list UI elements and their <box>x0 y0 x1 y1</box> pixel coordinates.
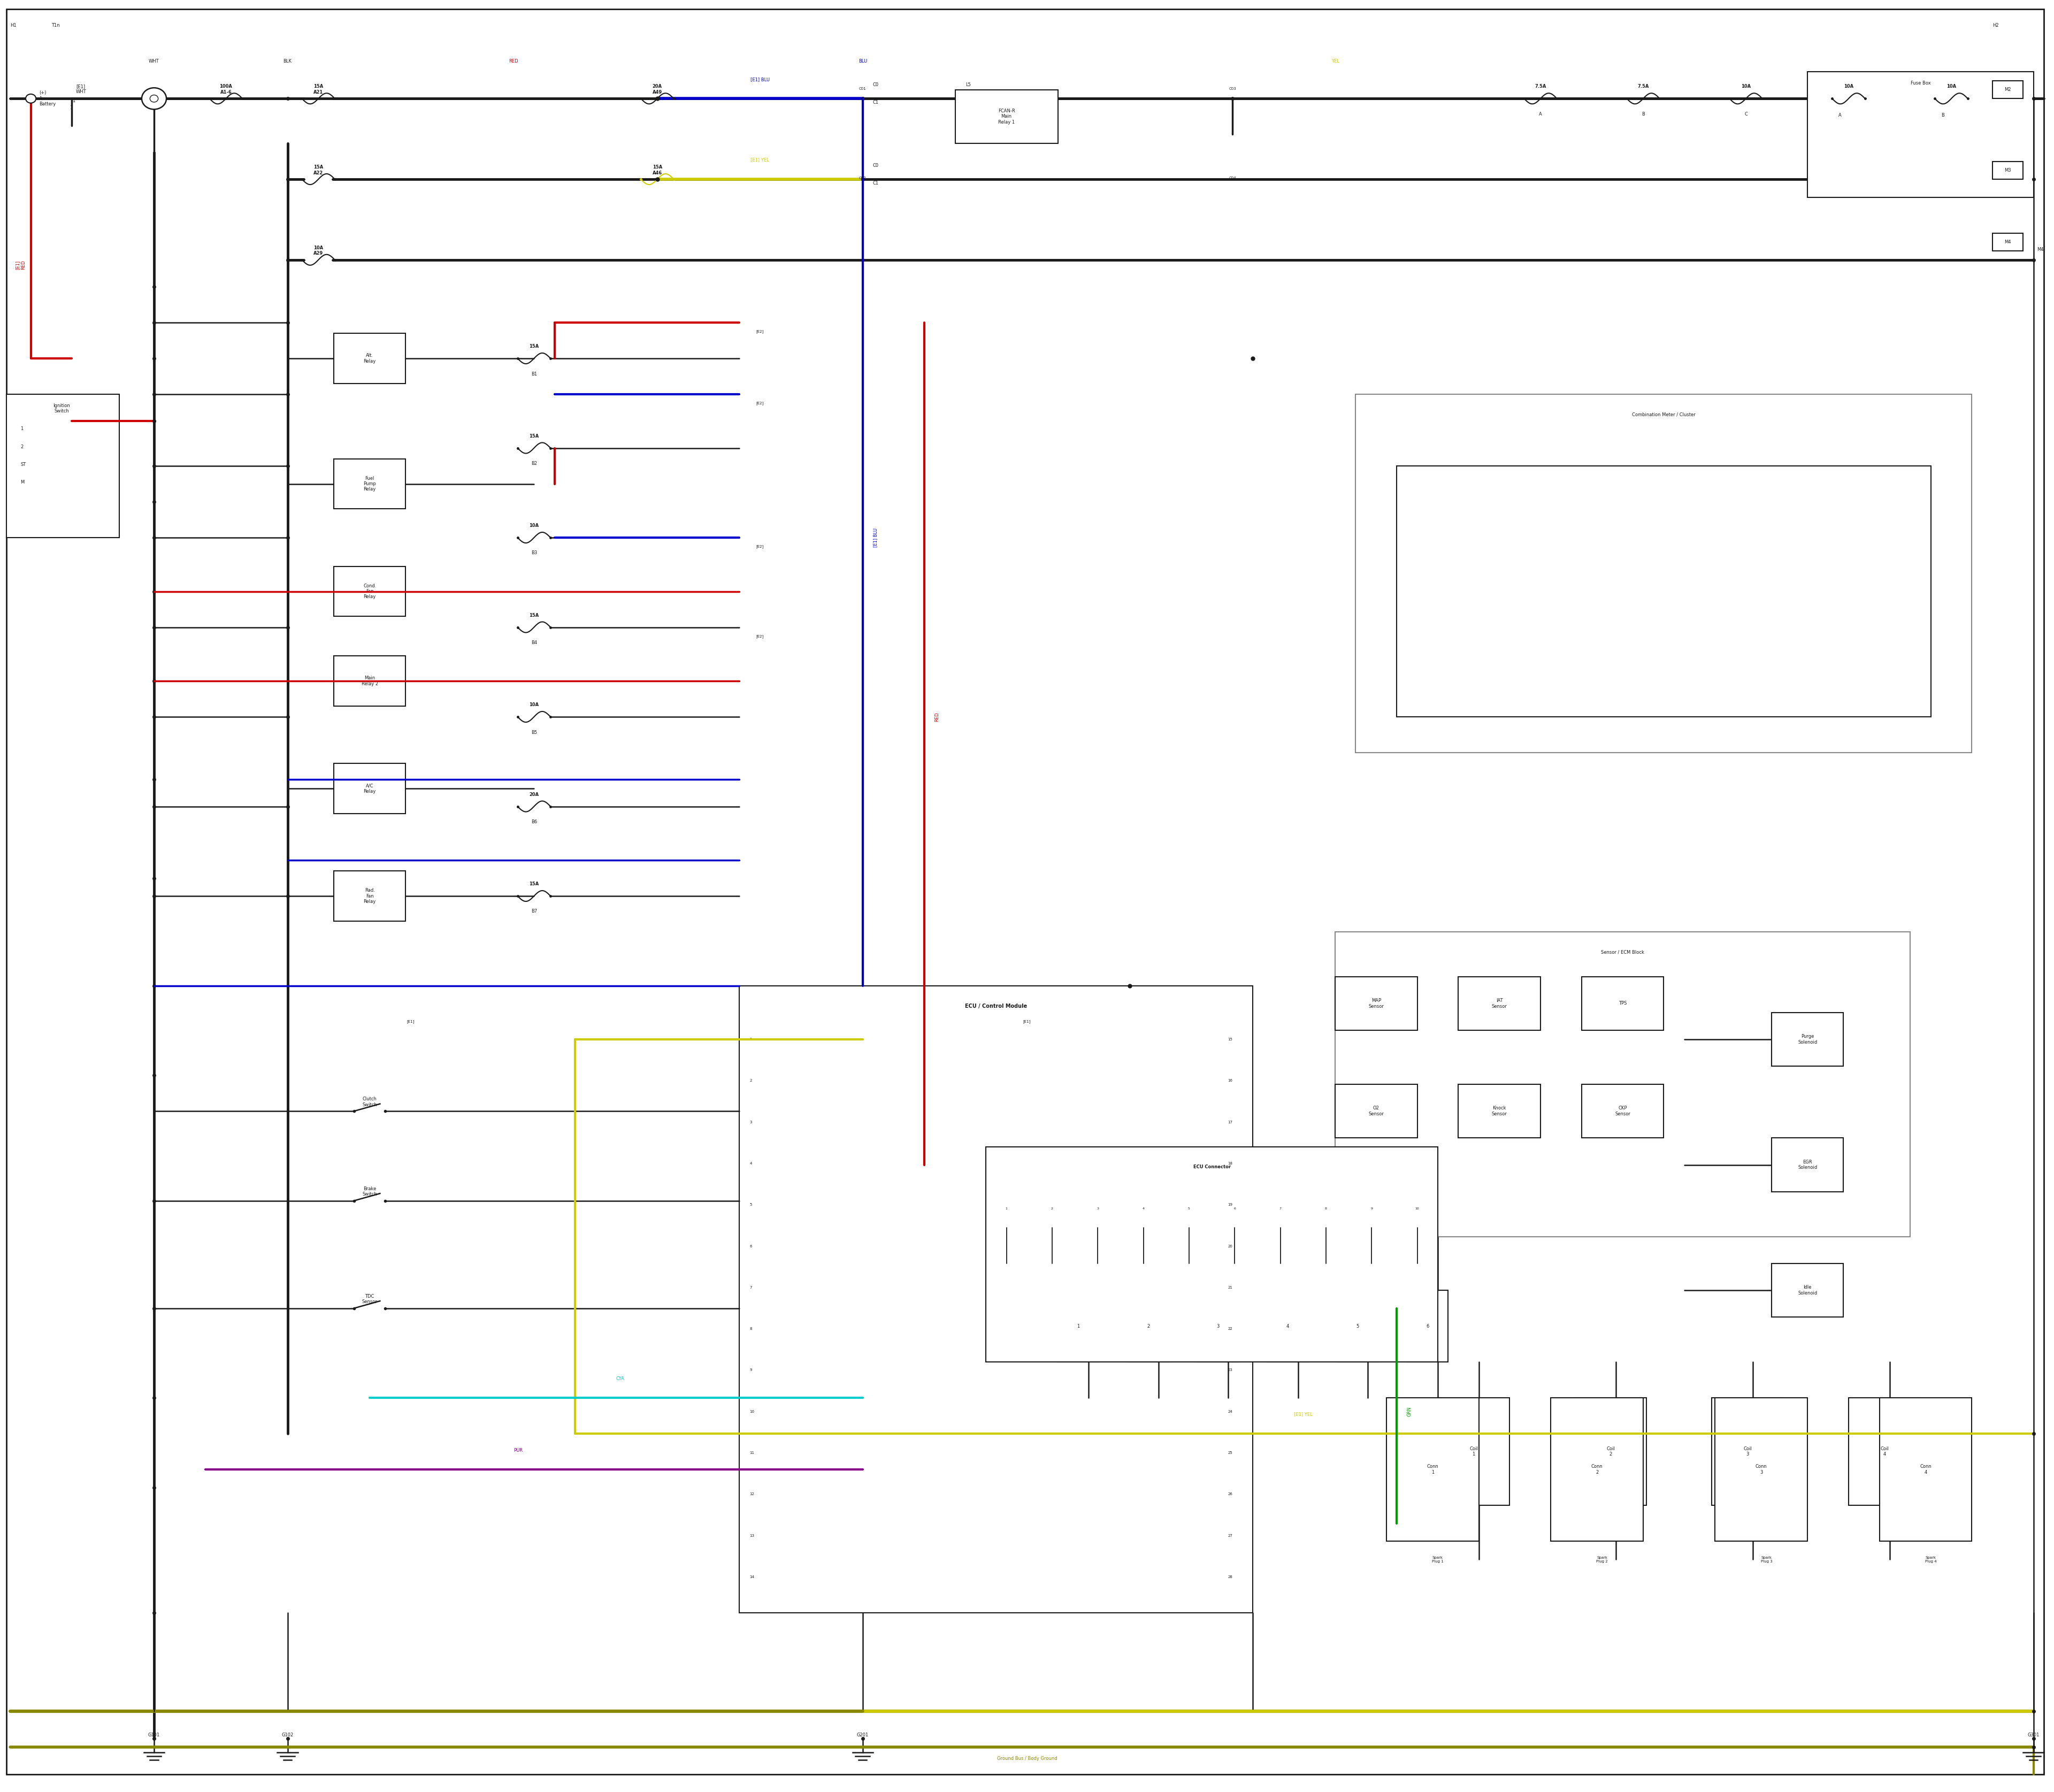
Text: 16: 16 <box>1228 1079 1232 1082</box>
Text: 10A: 10A <box>530 702 538 708</box>
Bar <box>1458 977 1540 1030</box>
Bar <box>1992 233 2023 251</box>
Text: 21: 21 <box>1228 1287 1232 1288</box>
Bar <box>955 90 1058 143</box>
Text: CKP
Sensor: CKP Sensor <box>1614 1106 1631 1116</box>
Text: [E1] BLU: [E1] BLU <box>750 77 770 82</box>
Text: Rad.
Fan
Relay: Rad. Fan Relay <box>364 889 376 903</box>
Text: 15: 15 <box>1228 1038 1232 1041</box>
Text: 22: 22 <box>1228 1328 1232 1330</box>
Text: 1: 1 <box>21 426 23 432</box>
Text: 20A: 20A <box>530 792 538 797</box>
Text: Fuel
Pump
Relay: Fuel Pump Relay <box>364 477 376 491</box>
Text: 5: 5 <box>1356 1324 1360 1328</box>
Text: 11: 11 <box>750 1452 754 1455</box>
Text: 6: 6 <box>1234 1208 1237 1210</box>
Bar <box>986 1147 1438 1362</box>
Text: C0: C0 <box>873 82 879 88</box>
Text: 15A: 15A <box>530 434 538 439</box>
Text: C03: C03 <box>1228 88 1237 90</box>
Text: IAT
Sensor: IAT Sensor <box>1491 998 1508 1009</box>
Text: M: M <box>21 480 25 486</box>
Text: ECU Connector: ECU Connector <box>1193 1165 1230 1170</box>
Text: A: A <box>1538 111 1543 116</box>
Text: Coil
2: Coil 2 <box>1606 1446 1614 1457</box>
Text: Alt.
Relay: Alt. Relay <box>364 353 376 364</box>
Text: B1: B1 <box>532 371 536 376</box>
Text: B6: B6 <box>532 819 536 824</box>
Text: 13: 13 <box>750 1534 754 1538</box>
Text: 17: 17 <box>1228 1120 1232 1124</box>
Text: ST: ST <box>21 462 27 468</box>
Text: RED: RED <box>935 711 939 722</box>
Bar <box>1582 977 1664 1030</box>
Bar <box>1771 1012 1844 1066</box>
Text: Conn
2: Conn 2 <box>1592 1464 1602 1475</box>
Text: 6: 6 <box>1425 1324 1430 1328</box>
Circle shape <box>150 95 158 102</box>
Bar <box>1197 1290 1239 1362</box>
Text: C02: C02 <box>859 177 867 179</box>
Text: 1: 1 <box>70 106 72 111</box>
Text: 1: 1 <box>1004 1208 1009 1210</box>
Bar <box>1438 1398 1510 1505</box>
Text: (+)
1
Battery: (+) 1 Battery <box>39 91 55 106</box>
Text: G301: G301 <box>2027 1733 2040 1738</box>
Text: C04: C04 <box>1228 177 1237 179</box>
Text: C: C <box>1744 111 1748 116</box>
Text: Spark
Plug 4: Spark Plug 4 <box>1925 1555 1937 1563</box>
Bar <box>1992 161 2023 179</box>
Text: 4: 4 <box>750 1161 752 1165</box>
Text: 20: 20 <box>1228 1244 1232 1247</box>
Text: M3: M3 <box>2005 168 2011 172</box>
Text: [E1] YEL: [E1] YEL <box>750 158 770 163</box>
Bar <box>6 394 119 538</box>
Bar <box>1267 1290 1308 1362</box>
Text: Conn
1: Conn 1 <box>1428 1464 1438 1475</box>
Text: CYA: CYA <box>616 1376 624 1382</box>
Text: Cond.
Fan
Relay: Cond. Fan Relay <box>364 584 376 599</box>
Bar <box>1407 1290 1448 1362</box>
Bar <box>333 763 405 814</box>
Text: [E1]
WHT: [E1] WHT <box>76 84 86 95</box>
Text: B: B <box>1941 113 1945 118</box>
Text: [E1]: [E1] <box>407 1020 415 1023</box>
Bar <box>1335 1084 1417 1138</box>
Text: [E1] BLU: [E1] BLU <box>873 529 877 547</box>
Text: M4: M4 <box>2005 240 2011 244</box>
Text: 8: 8 <box>750 1328 752 1330</box>
Bar <box>1849 1398 1920 1505</box>
Text: Coil
3: Coil 3 <box>1744 1446 1752 1457</box>
Text: 6: 6 <box>750 1244 752 1247</box>
Text: Idle
Solenoid: Idle Solenoid <box>1797 1285 1818 1296</box>
Text: 100A
A1-6: 100A A1-6 <box>220 84 232 95</box>
Text: 15A
A46: 15A A46 <box>653 165 661 176</box>
Text: M4: M4 <box>2038 247 2044 253</box>
Text: 10A: 10A <box>1844 84 1853 90</box>
Circle shape <box>25 93 35 102</box>
Text: TPS: TPS <box>1619 1002 1627 1005</box>
Text: 15A: 15A <box>530 882 538 887</box>
Bar <box>333 459 405 509</box>
Text: Spark
Plug 3: Spark Plug 3 <box>1760 1555 1773 1563</box>
Text: Combination Meter / Cluster: Combination Meter / Cluster <box>1633 412 1695 418</box>
Text: Conn
4: Conn 4 <box>1920 1464 1931 1475</box>
Text: T1: T1 <box>70 99 76 104</box>
Text: 4: 4 <box>1142 1208 1144 1210</box>
Text: 8: 8 <box>1325 1208 1327 1210</box>
Text: 10A: 10A <box>530 523 538 529</box>
Bar <box>1771 1263 1844 1317</box>
Text: GRN: GRN <box>1407 1407 1411 1417</box>
Text: B2: B2 <box>532 461 536 466</box>
Text: 26: 26 <box>1228 1493 1232 1496</box>
Text: 4: 4 <box>1286 1324 1290 1328</box>
Bar <box>1575 1398 1647 1505</box>
Text: C1: C1 <box>873 181 879 186</box>
Text: B4: B4 <box>532 640 536 645</box>
Text: 3: 3 <box>1097 1208 1099 1210</box>
Text: [E1]: [E1] <box>1023 1020 1031 1023</box>
Text: G101: G101 <box>148 1733 160 1738</box>
Text: B3: B3 <box>532 550 536 556</box>
Text: A: A <box>1838 113 1840 118</box>
Text: 10A: 10A <box>1947 84 1955 90</box>
